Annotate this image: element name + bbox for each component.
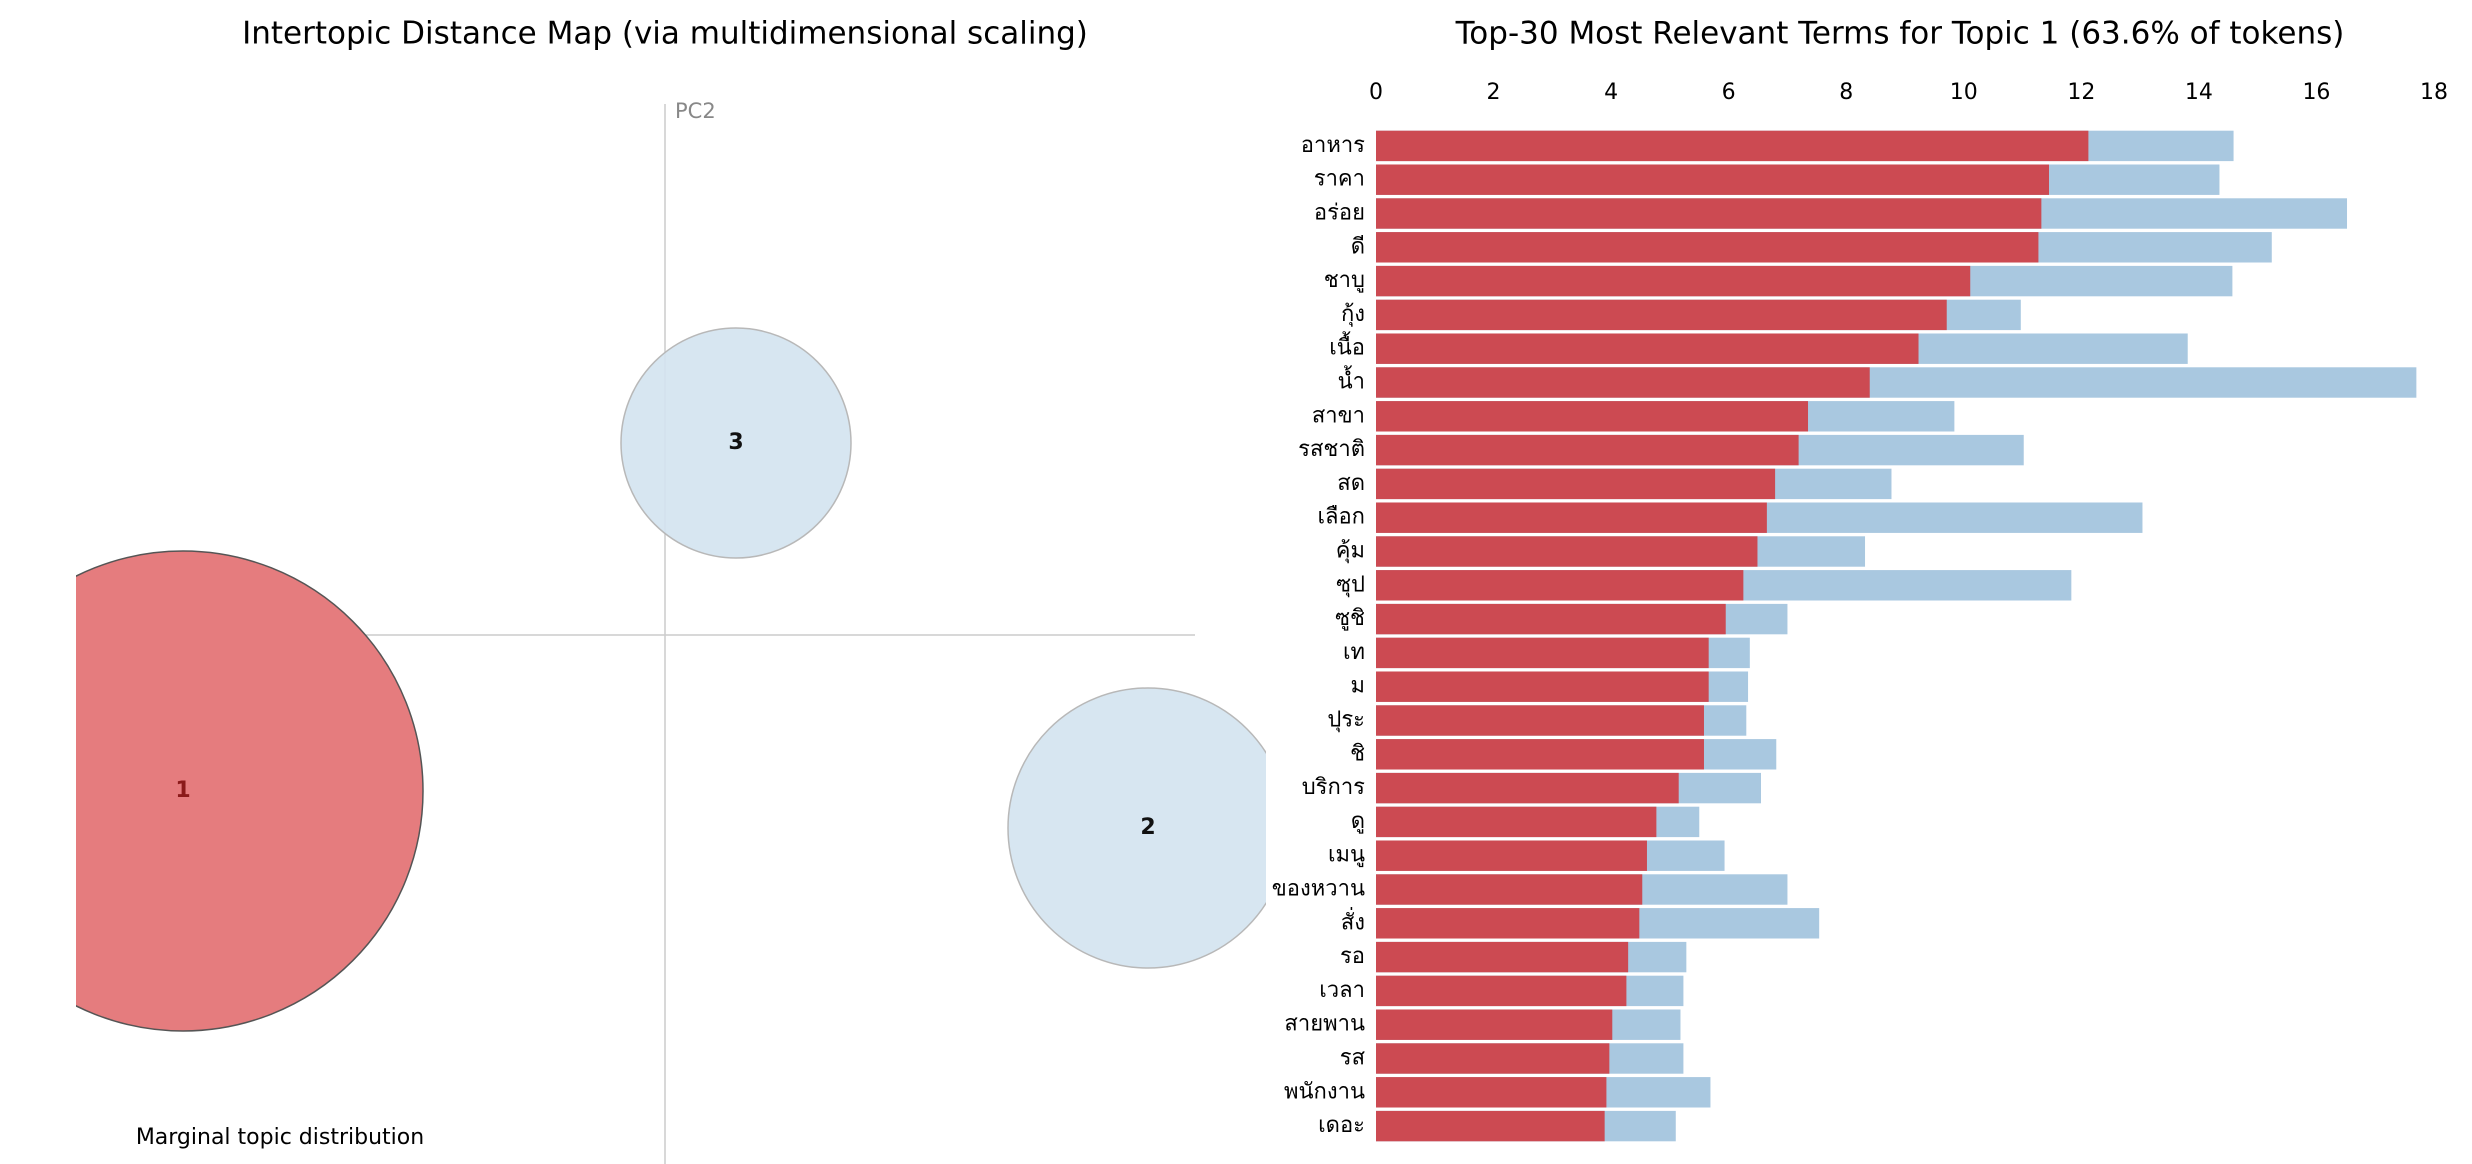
term-label: เมนู <box>1328 843 1365 868</box>
topic-label: 2 <box>1140 815 1155 840</box>
term-label: ม <box>1350 674 1365 699</box>
bar <box>1376 772 1679 804</box>
term-label: เวลา <box>1319 978 1365 1003</box>
x-tick-label: 14 <box>2185 80 2213 105</box>
bar <box>1376 908 1640 939</box>
bar <box>1376 536 1758 567</box>
bar <box>1376 299 1947 331</box>
bar <box>1376 367 1870 398</box>
bar <box>1376 198 2042 229</box>
bar <box>1376 232 2039 263</box>
bar <box>1376 164 2050 195</box>
topic-circle <box>620 327 852 559</box>
term-label: ของหวาน <box>1272 877 1365 902</box>
bar <box>1376 739 1704 770</box>
bar <box>1376 1009 1613 1040</box>
bar <box>1376 603 1726 635</box>
x-tick-label: 8 <box>1839 80 1853 105</box>
term-label: ซูชิ <box>1335 606 1365 631</box>
term-label: น้ำ <box>1338 366 1365 395</box>
topic-label: 1 <box>175 778 190 803</box>
bar <box>1376 806 1657 838</box>
term-label: คุ้ม <box>1336 539 1365 564</box>
bar <box>1376 1110 1605 1142</box>
x-tick-label: 16 <box>2302 80 2330 105</box>
x-tick-label: 0 <box>1369 80 1383 105</box>
term-label: ซุป <box>1336 572 1365 597</box>
topic-label: 3 <box>728 430 743 455</box>
bar <box>1376 941 1629 973</box>
term-label: เดอะ <box>1318 1113 1365 1138</box>
topic-circle <box>76 550 424 1032</box>
term-label: ชาบู <box>1324 268 1365 293</box>
term-label: สาขา <box>1312 403 1365 428</box>
bubble-layer <box>76 327 1266 1032</box>
bar <box>1376 1043 1610 1074</box>
bar <box>1376 705 1704 736</box>
bar <box>1376 333 1919 364</box>
term-label: พนักงาน <box>1284 1079 1365 1104</box>
x-tick-label: 6 <box>1722 80 1736 105</box>
bar <box>1376 874 1643 905</box>
map-title: Intertopic Distance Map (via multidimens… <box>242 16 1088 52</box>
term-label: สด <box>1337 471 1365 496</box>
bar <box>1376 637 1709 669</box>
term-label: ดู <box>1351 809 1365 834</box>
x-tick-label: 10 <box>1950 80 1978 105</box>
bar <box>1376 468 1776 500</box>
bar <box>1376 401 1809 432</box>
term-label: รอ <box>1340 944 1365 969</box>
term-label: ชิ <box>1350 741 1365 766</box>
bar <box>1376 840 1647 871</box>
pc2-label: PC2 <box>675 99 716 123</box>
x-tick-label: 2 <box>1487 80 1501 105</box>
term-label: เนื้อ <box>1329 332 1365 361</box>
bar <box>1376 975 1627 1007</box>
term-label: เท <box>1343 640 1365 665</box>
term-label: สายพาน <box>1284 1012 1365 1037</box>
bar <box>1376 434 1799 466</box>
term-label: บริการ <box>1302 775 1365 800</box>
bar <box>1376 130 2089 162</box>
term-label: อร่อย <box>1314 201 1365 226</box>
term-label: ราคา <box>1314 167 1365 192</box>
x-tick-label: 12 <box>2067 80 2095 105</box>
term-label: รสชาติ <box>1298 437 1365 462</box>
term-label: ปุระ <box>1327 708 1365 733</box>
legend-title: Marginal topic distribution <box>136 1125 424 1150</box>
term-label: รส <box>1340 1046 1366 1071</box>
term-label: อาหาร <box>1301 133 1365 158</box>
x-tick-label: 4 <box>1604 80 1618 105</box>
bar <box>1376 265 1971 297</box>
bar <box>1376 1077 1607 1108</box>
term-label: เลือก <box>1317 505 1365 530</box>
bar <box>1376 502 1767 533</box>
term-label: ดี <box>1351 234 1365 259</box>
term-label: สั่ง <box>1341 906 1365 935</box>
term-label: กุ้ง <box>1341 302 1365 327</box>
bar <box>1376 570 1744 601</box>
x-tick-label: 18 <box>2420 80 2448 105</box>
bar <box>1376 671 1709 702</box>
bar-title: Top-30 Most Relevant Terms for Topic 1 (… <box>1455 16 2345 52</box>
topic-circle <box>1007 687 1266 969</box>
